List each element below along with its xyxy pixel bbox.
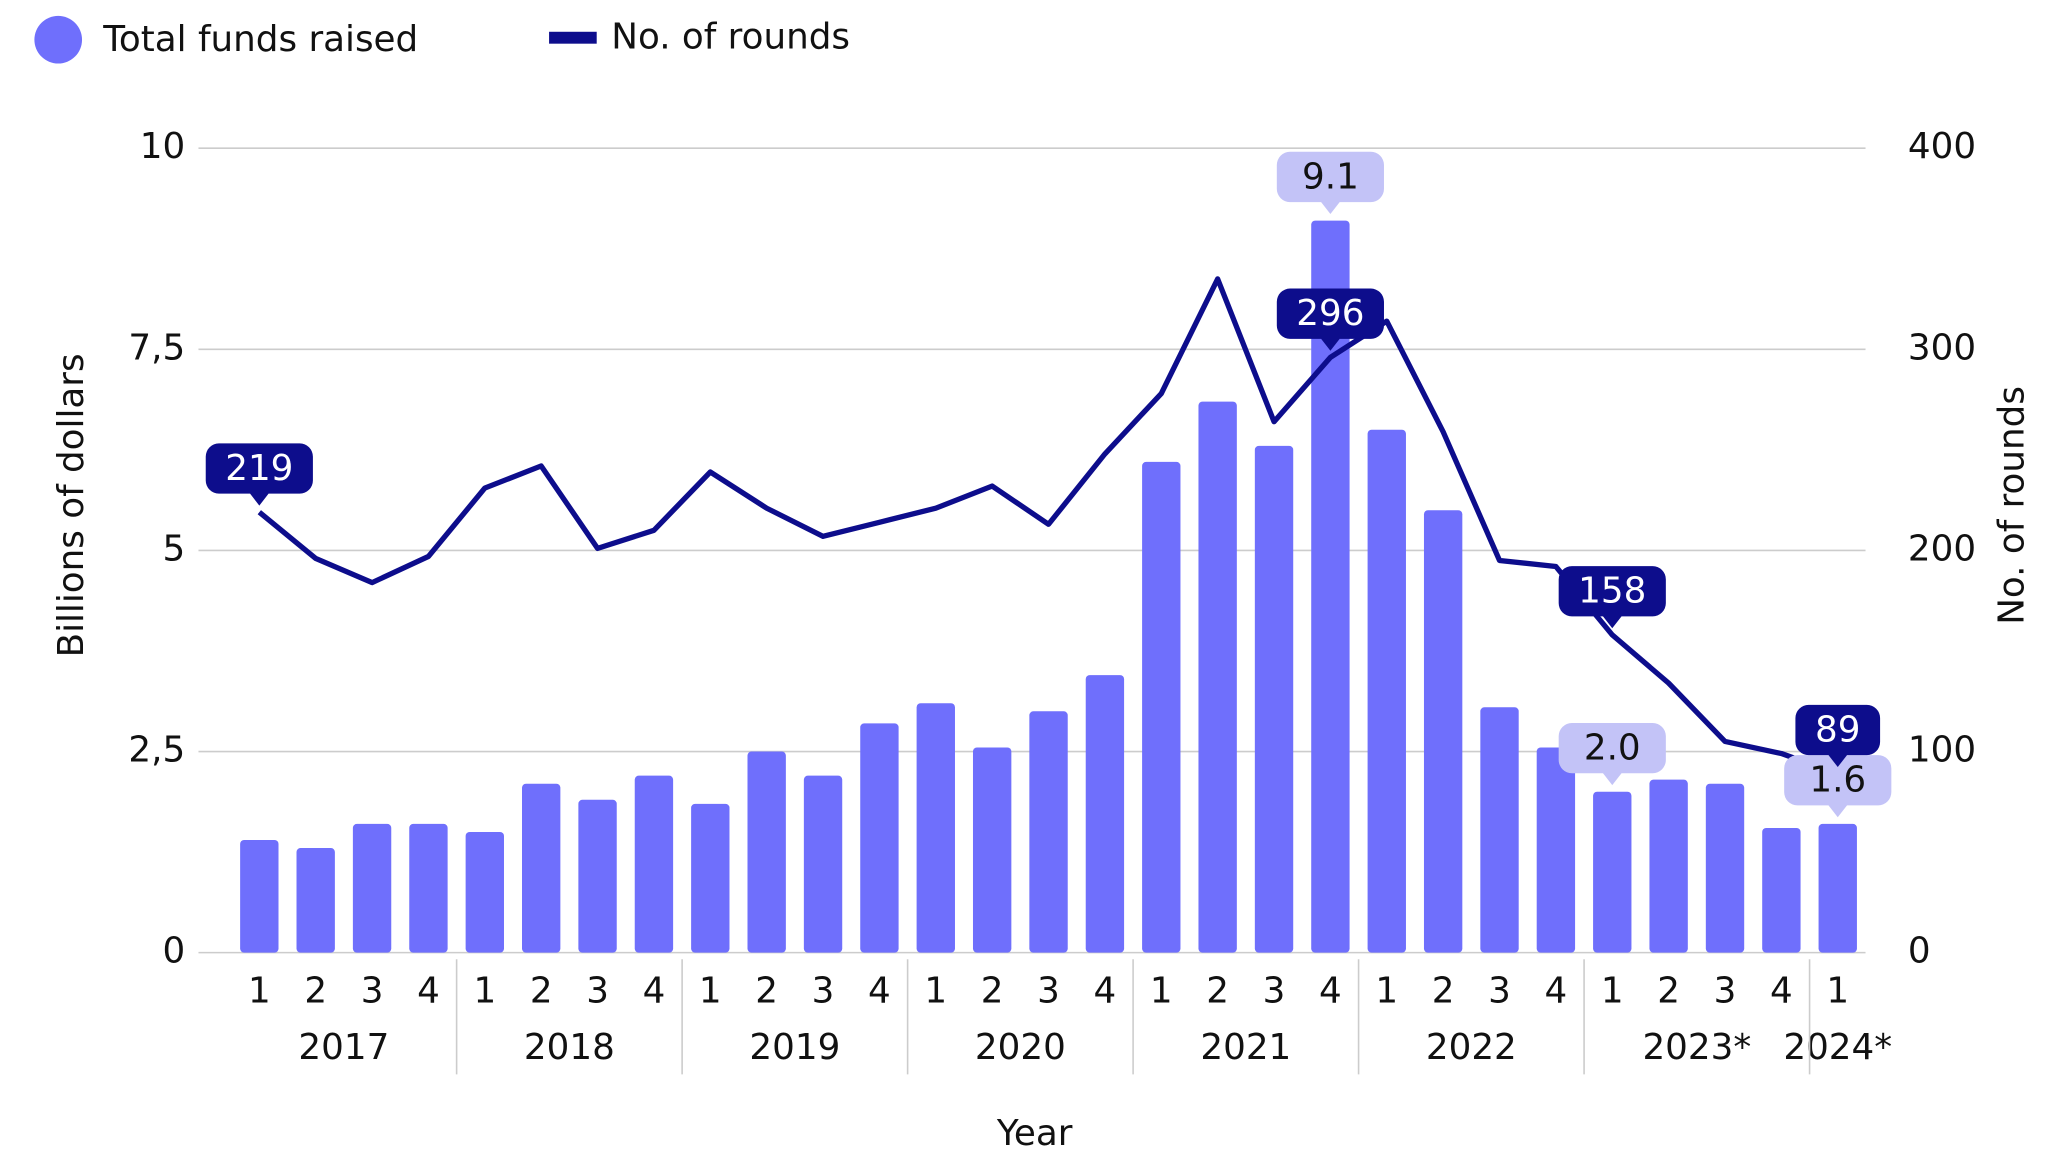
data-label-box <box>1276 288 1384 351</box>
y-axis-title: Billions of dollars <box>51 353 92 657</box>
y2-axis-title: No. of rounds <box>1992 386 2033 625</box>
year-label: 2017 <box>298 1027 389 1068</box>
bar <box>1198 401 1237 953</box>
x-tick-label: 3 <box>1263 970 1286 1011</box>
data-label: 158 <box>1578 571 1646 612</box>
x-tick-label: 4 <box>1770 970 1793 1011</box>
bar <box>465 831 504 953</box>
y2-tick-label: 400 <box>1908 126 1976 167</box>
y2-tick-label: 300 <box>1908 327 1976 368</box>
x-tick-label: 1 <box>1826 970 1849 1011</box>
x-axis-title: Year <box>996 1113 1073 1149</box>
x-tick-label: 3 <box>361 970 384 1011</box>
data-label: 89 <box>1815 709 1860 750</box>
year-label: 2023* <box>1642 1027 1751 1068</box>
bar <box>1367 429 1406 953</box>
y-tick-label: 5 <box>162 528 185 569</box>
bar <box>1649 779 1688 953</box>
x-tick-label: 3 <box>1714 970 1737 1011</box>
bar <box>1818 823 1857 953</box>
bar <box>578 799 617 953</box>
bar <box>747 751 786 953</box>
legend-swatch <box>549 31 597 44</box>
y-tick-label: 10 <box>140 126 185 167</box>
x-tick-label: 2 <box>755 970 778 1011</box>
bar <box>1480 707 1519 953</box>
y-tick-label: 2,5 <box>128 730 185 771</box>
y2-tick-label: 0 <box>1908 931 1931 972</box>
bar <box>352 823 392 953</box>
bar <box>691 803 730 953</box>
x-tick-label: 4 <box>1545 970 1568 1011</box>
data-label: 296 <box>1296 293 1364 334</box>
x-tick-label: 1 <box>248 970 271 1011</box>
bar <box>803 775 843 953</box>
bar <box>1536 747 1576 953</box>
x-tick-label: 3 <box>586 970 609 1011</box>
x-tick-label: 4 <box>417 970 440 1011</box>
year-label: 2019 <box>749 1027 840 1068</box>
x-tick-label: 3 <box>812 970 835 1011</box>
data-label-box <box>1558 722 1666 786</box>
bar <box>1254 445 1294 953</box>
bar <box>1311 220 1350 953</box>
x-tick-label: 4 <box>1094 970 1117 1011</box>
bar <box>1705 783 1745 953</box>
x-tick-label: 2 <box>981 970 1004 1011</box>
x-tick-label: 1 <box>924 970 947 1011</box>
x-tick-label: 1 <box>1150 970 1173 1011</box>
year-label: 2020 <box>975 1027 1066 1068</box>
y2-tick-label: 200 <box>1908 528 1976 569</box>
data-label-box <box>205 443 313 506</box>
x-tick-label: 2 <box>1657 970 1680 1011</box>
data-label: 2.0 <box>1584 727 1641 768</box>
bar <box>1029 711 1068 953</box>
x-tick-label: 1 <box>1375 970 1398 1011</box>
data-label-box <box>1795 704 1881 768</box>
year-label: 2021 <box>1200 1027 1291 1068</box>
year-label: 2022 <box>1426 1027 1517 1068</box>
data-label-box <box>1558 566 1666 629</box>
bar <box>1423 510 1463 953</box>
x-tick-label: 1 <box>699 970 722 1011</box>
x-tick-label: 3 <box>1488 970 1511 1011</box>
y-tick-label: 0 <box>162 931 185 972</box>
line <box>257 276 1839 777</box>
y-tick-label: 7,5 <box>128 327 185 368</box>
x-tick-label: 4 <box>1319 970 1342 1011</box>
x-tick-label: 4 <box>868 970 891 1011</box>
legend-swatch <box>34 15 83 64</box>
data-label-box <box>1276 151 1384 214</box>
bar <box>1593 791 1632 953</box>
bar <box>1085 675 1125 953</box>
bar <box>1142 461 1181 953</box>
year-label: 2018 <box>524 1027 615 1068</box>
bar <box>972 747 1012 953</box>
year-label: 2024* <box>1783 1027 1892 1068</box>
bar <box>296 848 335 953</box>
x-tick-label: 1 <box>473 970 496 1011</box>
bar <box>1762 827 1801 953</box>
data-label-box <box>1784 755 1892 818</box>
legend-label: Total funds raised <box>102 19 418 60</box>
bar <box>916 703 955 953</box>
bar <box>240 840 279 953</box>
data-label: 9.1 <box>1302 156 1359 197</box>
x-tick-label: 4 <box>643 970 666 1011</box>
x-tick-label: 2 <box>1206 970 1229 1011</box>
bar <box>522 783 561 953</box>
x-tick-label: 2 <box>304 970 327 1011</box>
legend-label: No. of rounds <box>611 16 850 57</box>
y2-tick-label: 100 <box>1908 730 1976 771</box>
bar <box>409 823 448 953</box>
bar <box>860 723 899 953</box>
x-tick-label: 3 <box>1037 970 1060 1011</box>
x-tick-label: 1 <box>1601 970 1624 1011</box>
data-label: 219 <box>225 448 293 489</box>
x-tick-label: 2 <box>1432 970 1455 1011</box>
bar <box>634 775 674 953</box>
x-tick-label: 2 <box>530 970 553 1011</box>
